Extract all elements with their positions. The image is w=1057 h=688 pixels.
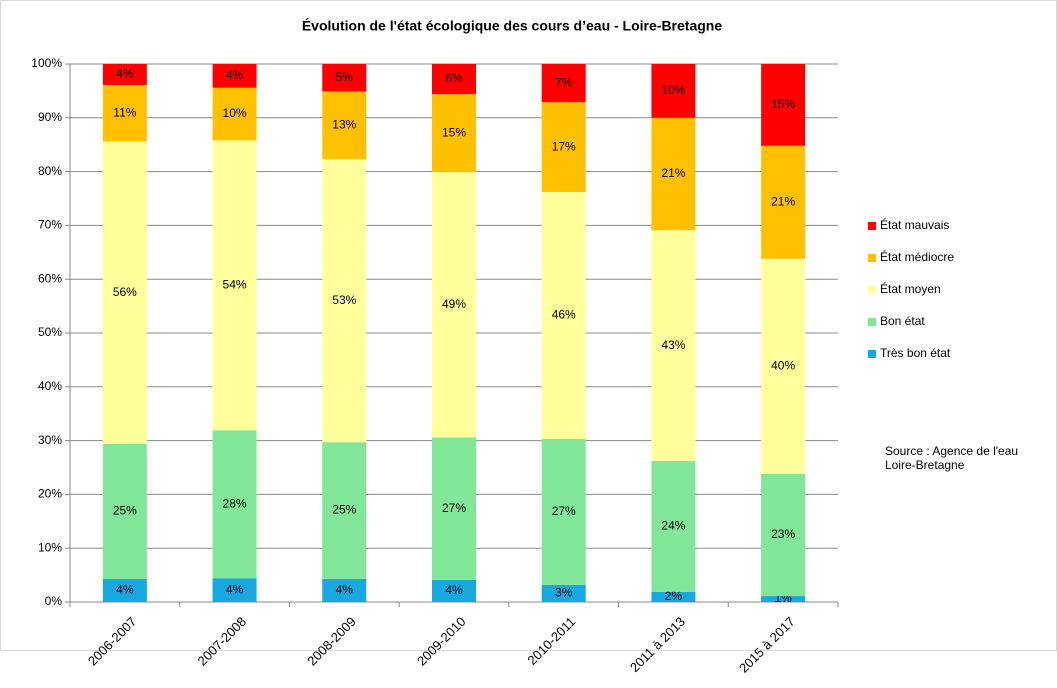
legend-label: Très bon état — [880, 346, 951, 360]
bar-segment — [651, 64, 696, 118]
bar-segment — [322, 442, 367, 579]
data-label: 27% — [552, 504, 576, 518]
data-label: 53% — [332, 293, 356, 307]
legend-swatch — [868, 222, 876, 230]
bar-segment — [102, 64, 147, 85]
legend-swatch — [868, 350, 876, 358]
chart-title: Évolution de l'état écologique des cours… — [302, 18, 723, 34]
bar-segment — [541, 438, 586, 585]
y-tick-label: 50% — [38, 325, 62, 339]
bar-segment — [102, 84, 147, 142]
bar-segment — [651, 461, 696, 592]
source-note: Loire-Bretagne — [885, 458, 965, 472]
data-label: 25% — [332, 503, 356, 517]
bar-segment — [322, 578, 367, 602]
bar-segment — [432, 437, 476, 580]
data-label: 56% — [113, 285, 137, 299]
data-label: 7% — [555, 75, 573, 89]
data-label: 49% — [442, 297, 466, 311]
bar-segment — [761, 596, 806, 602]
bar-segment — [212, 140, 257, 431]
data-label: 21% — [661, 166, 685, 180]
bar-segment — [212, 578, 257, 602]
y-tick-label: 10% — [38, 540, 62, 554]
bar-segment — [212, 64, 257, 88]
data-label: 13% — [332, 118, 356, 132]
data-label: 3% — [555, 586, 573, 600]
legend-label: État moyen — [880, 281, 941, 296]
y-tick-label: 90% — [38, 110, 62, 124]
data-label: 23% — [771, 527, 795, 541]
bar-segment — [541, 102, 586, 193]
bar-segment — [322, 91, 367, 160]
data-label: 28% — [223, 497, 247, 511]
chart-border — [0, 0, 1057, 651]
bar-segment — [432, 172, 476, 438]
data-label: 46% — [552, 308, 576, 322]
data-label: 15% — [771, 97, 795, 111]
bar-segment — [651, 117, 696, 231]
y-tick-label: 100% — [31, 56, 62, 70]
bar-segment — [541, 192, 586, 439]
bar-segment — [102, 443, 147, 579]
data-label: 24% — [661, 519, 685, 533]
y-tick-label: 80% — [38, 164, 62, 178]
legend-label: Bon état — [880, 314, 925, 328]
legend-swatch — [868, 318, 876, 326]
data-label: 54% — [223, 278, 247, 292]
legend-label: État mauvais — [880, 217, 949, 232]
bar-segment — [102, 578, 147, 602]
data-label: 21% — [771, 194, 795, 208]
y-tick-label: 30% — [38, 433, 62, 447]
data-label: 10% — [223, 106, 247, 120]
bar-segment — [432, 64, 476, 95]
bar-segment — [322, 64, 367, 92]
bar-segment — [761, 64, 806, 146]
data-label: 25% — [113, 504, 137, 518]
bar-segment — [761, 473, 806, 597]
data-label: 17% — [552, 139, 576, 153]
data-label: 4% — [116, 583, 134, 597]
data-label: 10% — [661, 83, 685, 97]
bar-segment — [322, 159, 367, 443]
y-tick-label: 0% — [45, 594, 63, 608]
data-label: 4% — [226, 68, 244, 82]
data-label: 40% — [771, 359, 795, 373]
data-label: 4% — [445, 583, 463, 597]
data-label: 11% — [113, 105, 136, 119]
y-tick-label: 60% — [38, 271, 62, 285]
data-label: 6% — [445, 71, 463, 85]
bar-segment — [102, 141, 147, 444]
data-label: 2% — [665, 589, 683, 603]
data-label: 4% — [116, 67, 134, 81]
bar-segment — [651, 230, 696, 462]
bar-segment — [541, 584, 586, 602]
bar-segment — [541, 64, 586, 103]
bar-segment — [651, 591, 696, 602]
data-label: 27% — [442, 501, 466, 515]
bar-segment — [432, 579, 476, 602]
data-label: 43% — [661, 338, 685, 352]
legend-label: État médiocre — [880, 249, 954, 264]
bar-segment — [212, 430, 257, 579]
legend-swatch — [868, 254, 876, 262]
data-label: 4% — [336, 583, 354, 597]
bar-segment — [761, 258, 806, 474]
bar-segment — [761, 145, 806, 259]
legend-swatch — [868, 286, 876, 294]
bar-segment — [212, 87, 257, 141]
data-label: 15% — [442, 125, 466, 139]
bar-segment — [432, 94, 476, 173]
y-tick-label: 20% — [38, 487, 62, 501]
y-tick-label: 40% — [38, 379, 62, 393]
data-label: 5% — [336, 70, 354, 84]
data-label: 4% — [226, 582, 244, 596]
y-tick-label: 70% — [38, 218, 62, 232]
source-note: Source : Agence de l'eau — [885, 444, 1018, 458]
